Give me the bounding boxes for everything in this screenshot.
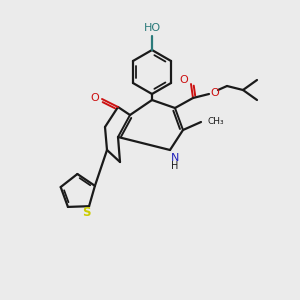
Text: O: O: [91, 93, 99, 103]
Text: HO: HO: [143, 23, 161, 33]
Text: O: O: [180, 75, 188, 85]
Text: N: N: [171, 153, 179, 163]
Text: H: H: [171, 161, 179, 171]
Text: O: O: [211, 88, 219, 98]
Text: CH₃: CH₃: [208, 118, 225, 127]
Text: S: S: [82, 206, 90, 219]
